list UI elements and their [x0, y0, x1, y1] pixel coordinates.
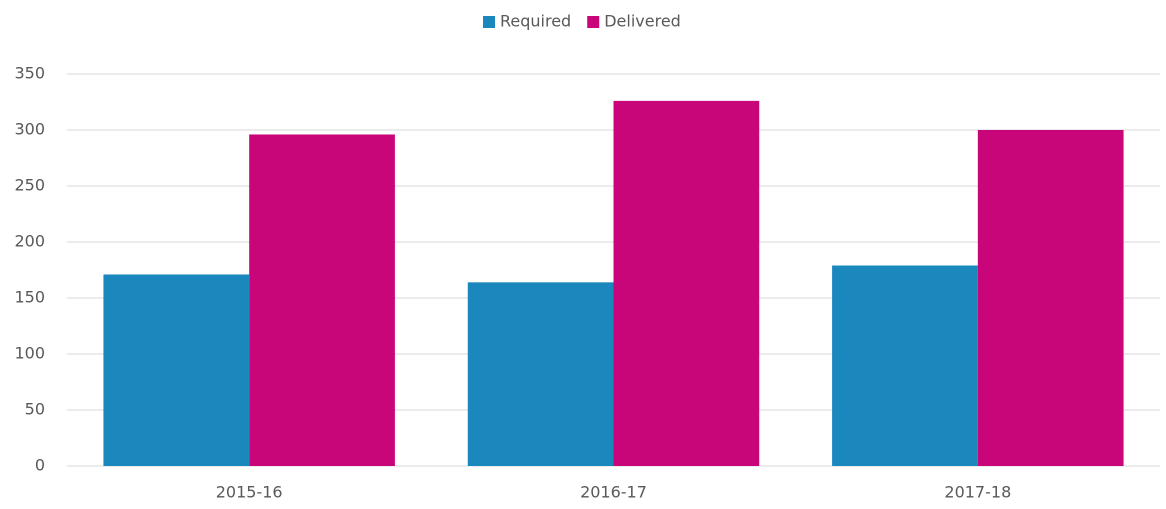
bar	[103, 274, 250, 466]
y-tick-label: 300	[14, 120, 45, 139]
y-tick-label: 100	[14, 344, 45, 363]
bar	[249, 134, 395, 467]
x-tick-label: 2017-18	[944, 483, 1011, 502]
y-tick-label: 50	[25, 400, 45, 419]
bar	[977, 130, 1124, 466]
bar	[467, 282, 614, 466]
legend-swatch	[483, 16, 495, 28]
x-tick-label: 2015-16	[216, 483, 283, 502]
bar	[613, 100, 760, 466]
bar	[832, 265, 978, 466]
y-tick-label: 150	[14, 288, 45, 307]
legend-swatch	[587, 16, 600, 28]
legend-label: Delivered	[604, 12, 681, 31]
y-tick-label: 250	[14, 176, 45, 195]
y-tick-label: 350	[14, 64, 45, 83]
y-tick-label: 0	[35, 456, 45, 475]
y-tick-label: 200	[14, 232, 45, 251]
legend-label: Required	[500, 12, 571, 31]
x-tick-label: 2016-17	[580, 483, 647, 502]
